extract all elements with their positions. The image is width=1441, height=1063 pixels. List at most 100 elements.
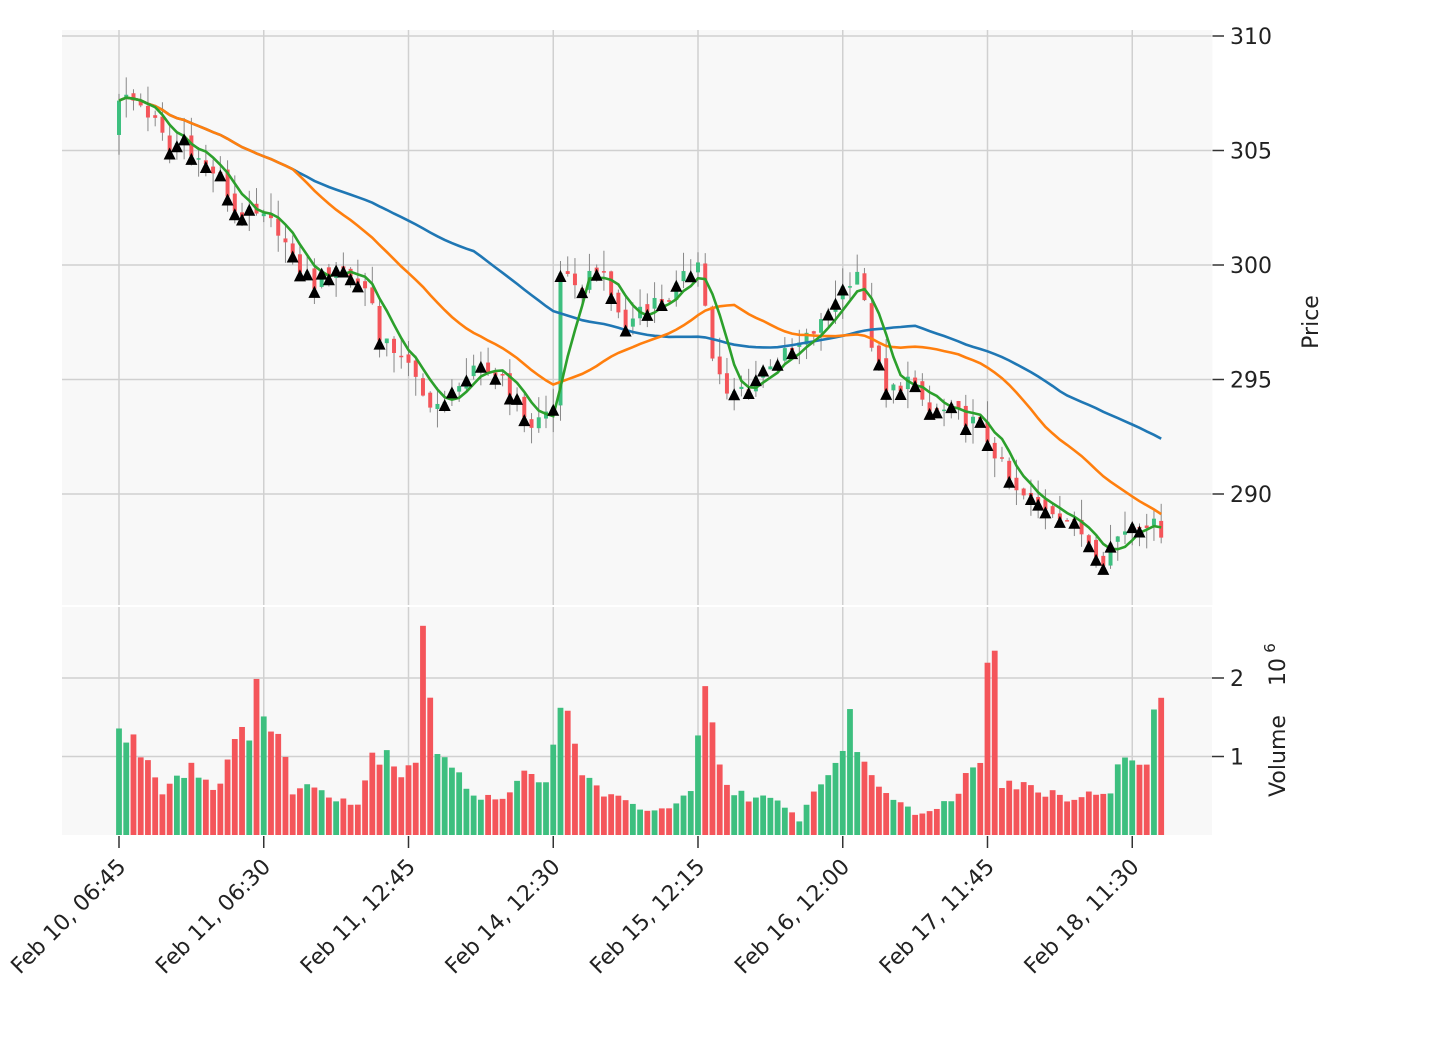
candle-body bbox=[630, 318, 635, 327]
volume-bar bbox=[398, 777, 405, 835]
candle-body bbox=[558, 273, 563, 406]
price-tick-label: 300 bbox=[1230, 254, 1272, 279]
candle-body bbox=[1021, 488, 1026, 496]
signal-marker bbox=[1024, 492, 1037, 505]
volume-bar bbox=[999, 788, 1005, 835]
candle-body bbox=[420, 378, 425, 396]
signal-markers bbox=[163, 133, 1146, 575]
signal-marker bbox=[178, 133, 191, 146]
candle-body bbox=[1014, 477, 1019, 491]
volume-bar bbox=[702, 686, 709, 835]
candle-body bbox=[160, 116, 165, 133]
candle-body bbox=[992, 442, 997, 459]
candle-body bbox=[1108, 543, 1113, 566]
volume-bar bbox=[593, 785, 600, 835]
candle-body bbox=[268, 213, 273, 219]
candle-body bbox=[1094, 539, 1099, 557]
signal-marker bbox=[836, 283, 849, 296]
signal-marker bbox=[438, 399, 451, 412]
signal-marker bbox=[981, 438, 994, 451]
candle-body bbox=[667, 300, 672, 302]
volume-bar bbox=[1020, 782, 1027, 835]
price-tick-label: 295 bbox=[1230, 369, 1272, 394]
volume-bar bbox=[912, 814, 919, 835]
volume-bar bbox=[477, 799, 484, 835]
candle-body bbox=[312, 268, 317, 289]
candle-body bbox=[377, 305, 382, 341]
volume-bar bbox=[1143, 764, 1150, 835]
candle-body bbox=[717, 356, 722, 375]
volume-bar bbox=[369, 752, 376, 835]
signal-marker bbox=[670, 279, 683, 292]
volume-bar bbox=[890, 799, 897, 835]
volume-bar bbox=[601, 796, 607, 835]
volume-bar bbox=[926, 811, 933, 835]
volume-bar bbox=[1006, 780, 1013, 835]
x-tick-label: Feb 18, 11:30 bbox=[1020, 855, 1145, 980]
candle-body bbox=[565, 271, 570, 274]
candle-body bbox=[384, 338, 389, 344]
candle-body bbox=[406, 354, 411, 363]
volume-bar bbox=[1085, 791, 1092, 835]
volume-bar bbox=[275, 733, 282, 835]
candle-body bbox=[811, 331, 816, 334]
candle-body bbox=[399, 355, 404, 358]
x-tick-label: Feb 11, 06:30 bbox=[151, 855, 276, 980]
volume-bar bbox=[1093, 794, 1099, 835]
signal-marker bbox=[199, 160, 212, 173]
signal-marker bbox=[880, 387, 893, 400]
signal-marker bbox=[163, 147, 176, 160]
x-tick-label: Feb 14, 12:30 bbox=[441, 855, 566, 980]
volume-bar bbox=[427, 697, 434, 835]
volume-bar bbox=[224, 759, 231, 835]
volume-bar bbox=[1136, 764, 1143, 835]
candle-body bbox=[211, 166, 216, 174]
volume-bar bbox=[376, 764, 383, 835]
volume-bar bbox=[354, 804, 361, 835]
volume-bar bbox=[441, 757, 448, 835]
volume-bar bbox=[651, 810, 658, 835]
candle-body bbox=[428, 392, 433, 408]
volume-bar bbox=[738, 790, 745, 835]
volume-bar bbox=[506, 792, 513, 835]
volume-bar bbox=[644, 810, 651, 835]
volume-bar bbox=[239, 726, 245, 835]
volume-bar bbox=[318, 790, 325, 835]
signal-marker bbox=[894, 388, 907, 401]
volume-bar bbox=[231, 738, 238, 835]
volume-tick-label: 1 bbox=[1230, 746, 1244, 771]
volume-bar bbox=[579, 775, 586, 835]
volume-bar bbox=[1100, 793, 1107, 835]
volume-axis-label: Volume bbox=[1266, 715, 1291, 797]
signal-marker bbox=[590, 268, 603, 281]
candle-body bbox=[457, 386, 462, 392]
volume-bar bbox=[181, 777, 188, 835]
volume-bar bbox=[687, 791, 694, 835]
volume-bar bbox=[760, 795, 767, 835]
moving-average-lines bbox=[118, 96, 1162, 551]
candle-body bbox=[1007, 460, 1012, 479]
candle-body bbox=[1159, 520, 1164, 538]
volume-bar bbox=[333, 801, 340, 835]
volume-bar bbox=[391, 766, 397, 835]
volume-bar bbox=[695, 735, 701, 835]
signal-marker bbox=[518, 414, 531, 427]
volume-bar bbox=[268, 731, 274, 835]
signal-marker bbox=[330, 264, 343, 277]
volume-bar bbox=[948, 801, 955, 835]
volume-scale-base: 10 bbox=[1266, 658, 1291, 686]
signal-marker bbox=[1068, 516, 1081, 529]
signal-marker bbox=[474, 360, 487, 373]
volume-bar bbox=[130, 734, 137, 835]
signal-marker bbox=[1053, 515, 1066, 528]
volume-bar bbox=[362, 780, 368, 835]
signal-marker bbox=[489, 372, 502, 385]
volume-bar bbox=[1013, 789, 1020, 835]
signal-marker bbox=[1039, 506, 1052, 519]
signal-marker bbox=[185, 152, 198, 165]
signal-marker bbox=[771, 358, 784, 371]
signal-marker bbox=[337, 265, 350, 278]
candle-body bbox=[681, 271, 686, 282]
candle-body bbox=[196, 158, 201, 160]
volume-bar bbox=[420, 625, 426, 835]
